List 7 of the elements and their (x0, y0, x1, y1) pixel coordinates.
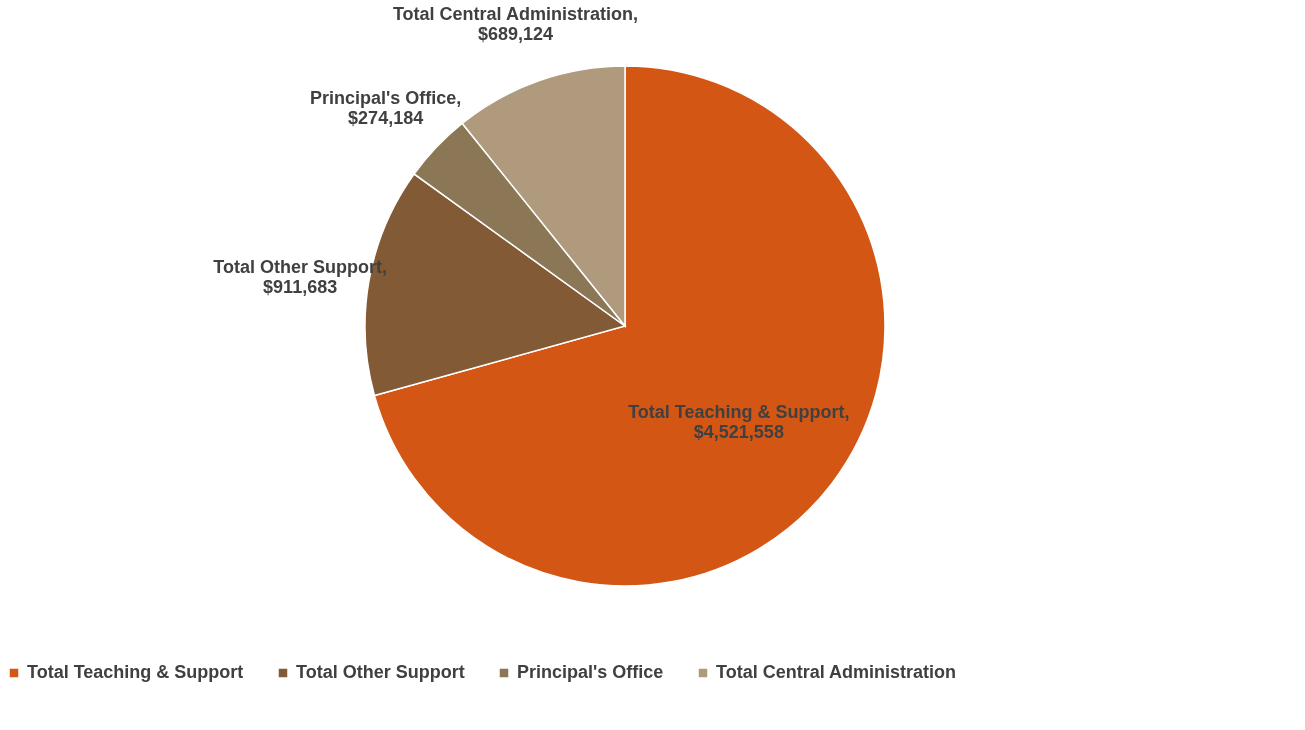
legend-label: Principal's Office (517, 662, 664, 682)
legend-label: Total Other Support (296, 662, 465, 682)
legend-label: Total Teaching & Support (27, 662, 244, 682)
data-label: Total Central Administration, $689,124 (392, 3, 638, 44)
legend-label: Total Central Administration (716, 662, 957, 682)
data-label: Principal's Office, $274,184 (309, 87, 462, 128)
data-label: Total Teaching & Support, $4,521,558 (628, 401, 850, 442)
